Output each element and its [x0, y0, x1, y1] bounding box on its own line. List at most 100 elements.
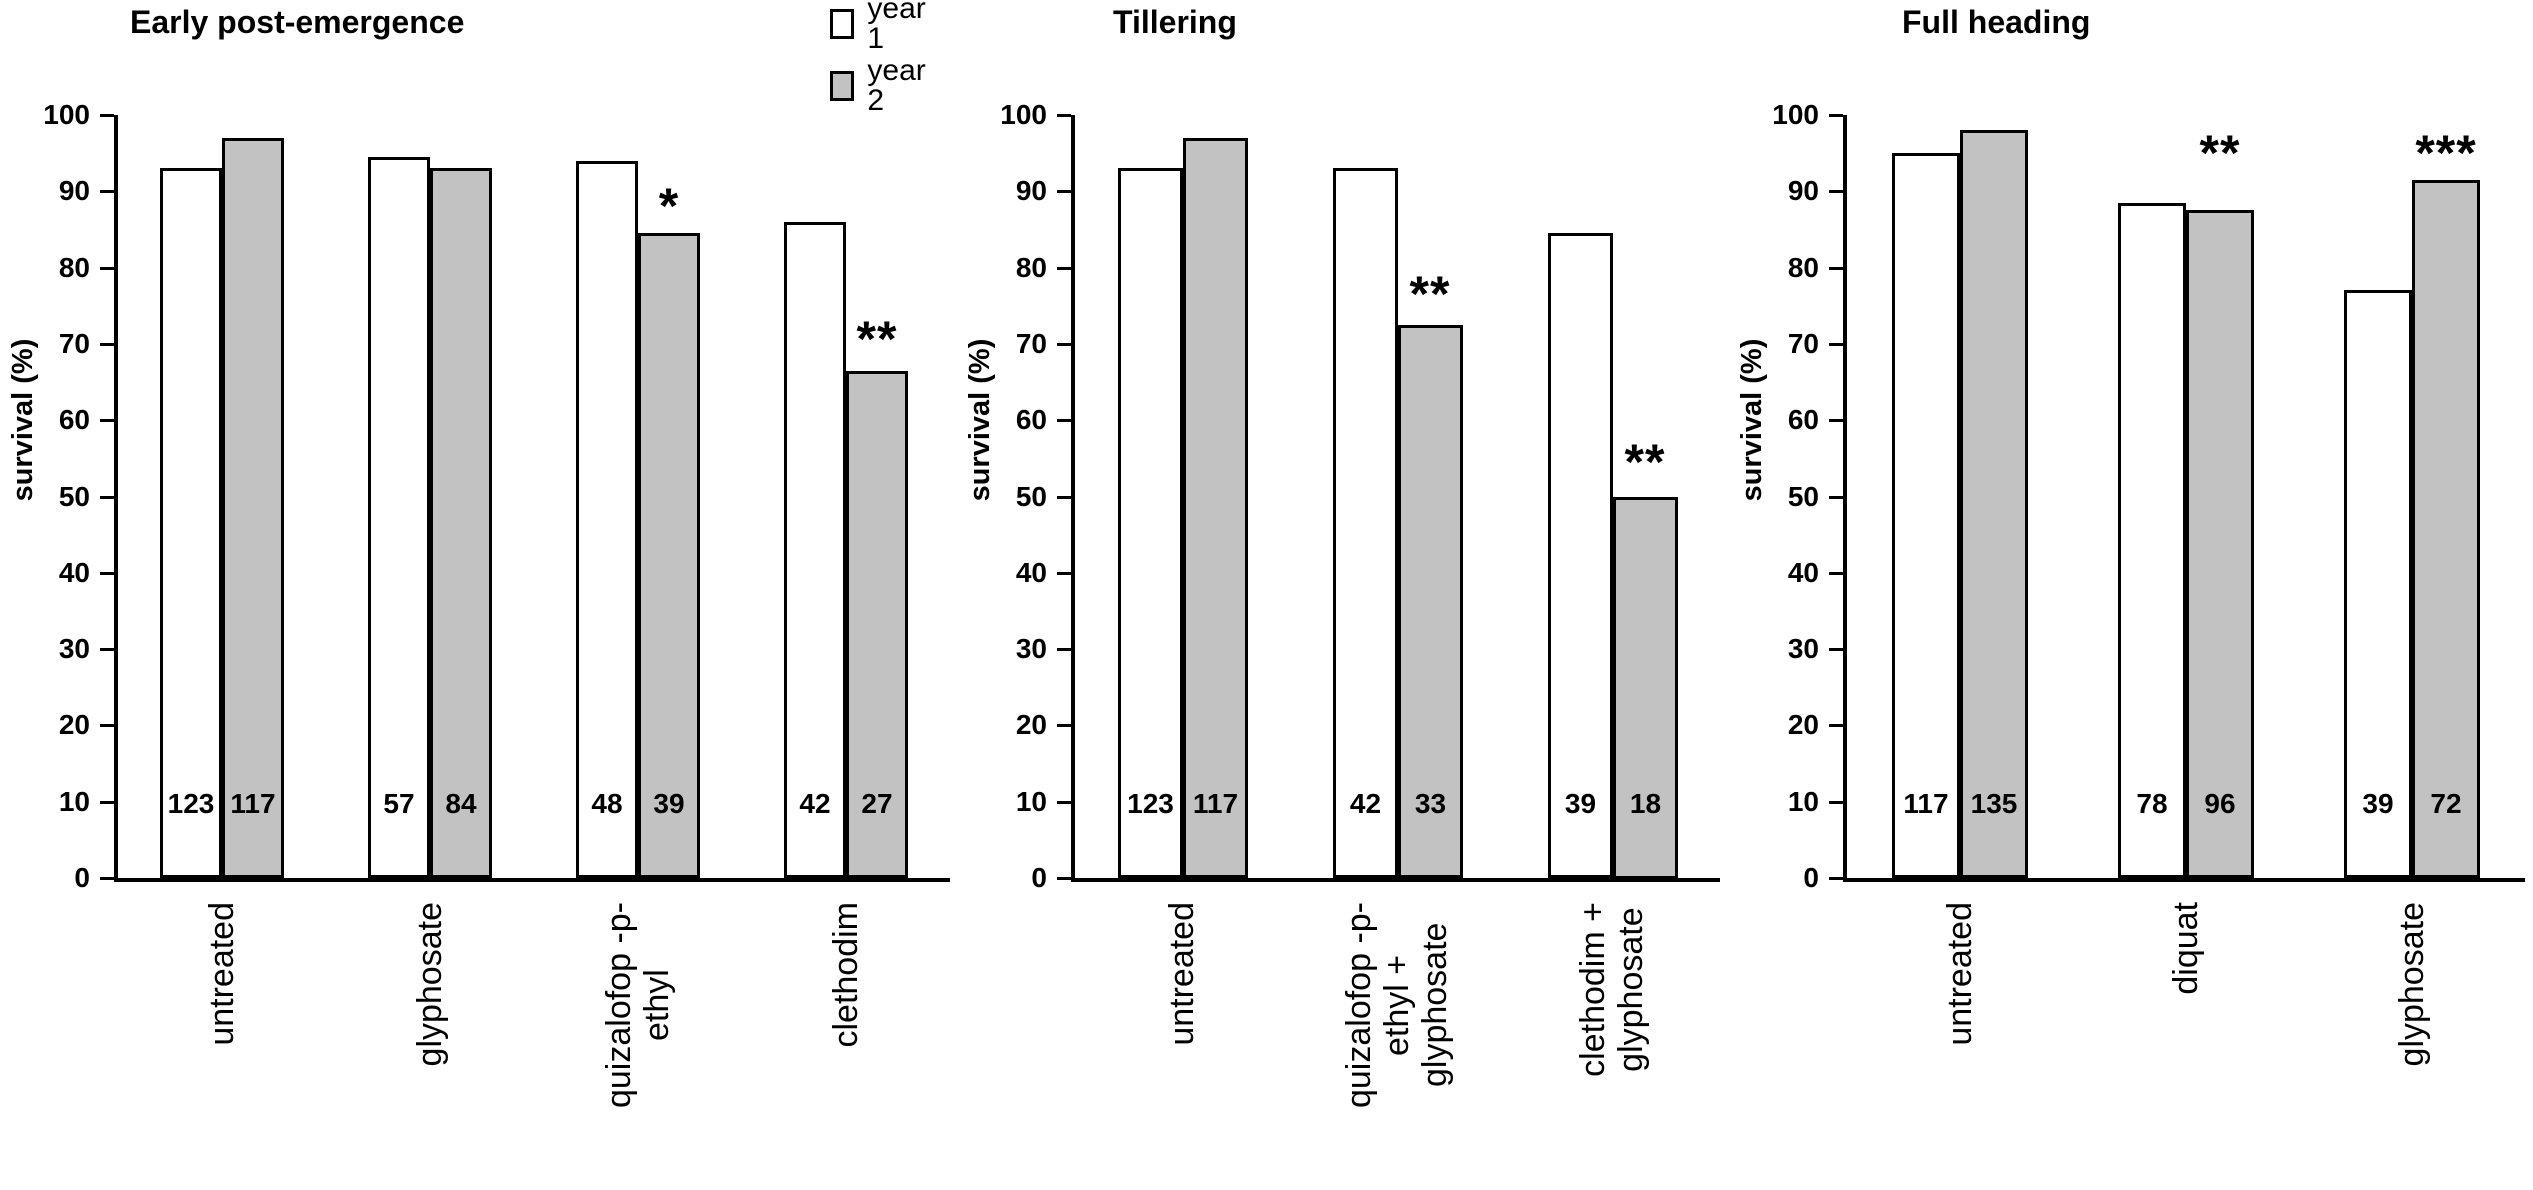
legend-item-year1: year 1 — [830, 0, 931, 54]
sample-size-label: 117 — [1192, 788, 1239, 819]
category-label: quizalofop -p- ethyl + glyphosate — [1340, 902, 1455, 1109]
y-tick-mark — [100, 343, 114, 346]
y-tick-label: 50 — [1787, 481, 1819, 512]
y-tick-label: 40 — [58, 557, 90, 588]
y-tick-label: 0 — [1031, 862, 1047, 893]
category-label: clethodim — [826, 902, 865, 1048]
legend-swatch-2 — [830, 71, 855, 101]
y-axis-line — [114, 115, 118, 882]
y-tick-label: 40 — [1787, 557, 1819, 588]
bar-year1-group2 — [368, 157, 430, 878]
sample-size-label: 33 — [1414, 788, 1447, 819]
y-tick-mark — [1829, 419, 1843, 422]
category-label: untreated — [202, 902, 241, 1046]
bar-year1-group1 — [1892, 153, 1960, 878]
y-tick-mark — [1829, 724, 1843, 727]
y-tick-label: 70 — [58, 328, 90, 359]
x-axis-line — [1843, 878, 2525, 882]
y-tick-label: 60 — [58, 404, 90, 435]
chart-title: Tillering — [1113, 4, 1237, 40]
legend-item-year2: year 2 — [830, 56, 931, 116]
y-tick-mark — [1057, 572, 1071, 575]
bar-year1-group3 — [576, 161, 638, 878]
y-tick-mark — [100, 114, 114, 117]
x-axis-line — [1071, 878, 1720, 882]
bar-year1-group4 — [784, 222, 846, 878]
y-tick-mark — [1057, 724, 1071, 727]
sample-size-label: 39 — [2362, 788, 2394, 819]
y-tick-label: 20 — [1015, 709, 1047, 740]
sample-size-label: 123 — [1127, 788, 1174, 819]
y-tick-label: 100 — [1772, 99, 1819, 130]
y-tick-label: 30 — [1015, 633, 1047, 664]
category-label: glyphosate — [2392, 902, 2431, 1067]
y-tick-mark — [1057, 343, 1071, 346]
y-tick-mark — [100, 267, 114, 270]
y-tick-label: 30 — [1787, 633, 1819, 664]
category-label-wrap: glyphosate — [326, 902, 534, 1190]
bar-year1-group3 — [2344, 290, 2412, 878]
y-tick-mark — [100, 496, 114, 499]
category-label-wrap: glyphosate — [2299, 902, 2525, 1190]
y-tick-label: 90 — [1787, 175, 1819, 206]
sample-size-label: 57 — [383, 788, 415, 819]
sample-size-label: 18 — [1629, 788, 1662, 819]
y-tick-mark — [1829, 114, 1843, 117]
bar-year2-group2 — [2186, 210, 2254, 878]
y-tick-label: 20 — [1787, 709, 1819, 740]
y-tick-label: 40 — [1015, 557, 1047, 588]
y-tick-mark — [1057, 114, 1071, 117]
bar-year2-group4 — [846, 371, 908, 878]
bar-year1-group3 — [1548, 233, 1613, 878]
y-tick-mark — [1057, 648, 1071, 651]
bar-year2-group2 — [1398, 325, 1463, 878]
y-tick-mark — [100, 648, 114, 651]
y-tick-label: 30 — [58, 633, 90, 664]
y-tick-label: 100 — [43, 99, 90, 130]
sample-size-label: 42 — [799, 788, 831, 819]
category-label: glyphosate — [410, 902, 449, 1067]
y-tick-label: 100 — [1000, 99, 1047, 130]
significance-marker: ** — [2199, 125, 2241, 181]
y-tick-mark — [100, 190, 114, 193]
y-tick-mark — [1829, 877, 1843, 880]
y-tick-mark — [1829, 343, 1843, 346]
category-label-wrap: untreated — [1847, 902, 2073, 1190]
y-tick-label: 10 — [58, 786, 90, 817]
y-tick-mark — [100, 419, 114, 422]
y-tick-mark — [100, 572, 114, 575]
category-label-wrap: clethodim + glyphosate — [1505, 902, 1720, 1190]
category-label: quizalofop -p- ethyl — [599, 902, 676, 1109]
y-tick-label: 50 — [58, 481, 90, 512]
y-axis-line — [1071, 115, 1075, 882]
bar-year2-group2 — [430, 168, 492, 878]
y-tick-mark — [1057, 801, 1071, 804]
y-tick-mark — [1829, 190, 1843, 193]
y-tick-mark — [100, 877, 114, 880]
bar-year2-group3 — [2412, 180, 2480, 878]
y-tick-mark — [1829, 801, 1843, 804]
category-label: clethodim + glyphosate — [1574, 902, 1651, 1077]
y-tick-mark — [1057, 877, 1071, 880]
bar-year2-group1 — [1960, 130, 2028, 878]
legend-label: year 2 — [867, 54, 926, 117]
category-label-wrap: diquat — [2073, 902, 2299, 1190]
sample-size-label: 123 — [167, 788, 215, 819]
y-tick-label: 90 — [1015, 175, 1047, 206]
y-tick-label: 60 — [1015, 404, 1047, 435]
category-label: untreated — [1940, 902, 1979, 1046]
y-tick-mark — [1057, 267, 1071, 270]
x-axis-line — [114, 878, 950, 882]
y-tick-mark — [100, 724, 114, 727]
sample-size-label: 78 — [2136, 788, 2168, 819]
sample-size-label: 39 — [653, 788, 685, 819]
sample-size-label: 135 — [1970, 788, 2018, 819]
y-tick-mark — [1829, 496, 1843, 499]
bar-year1-group2 — [1333, 168, 1398, 878]
bar-year1-group1 — [1118, 168, 1183, 878]
sample-size-label: 96 — [2204, 788, 2236, 819]
y-tick-label: 60 — [1787, 404, 1819, 435]
y-tick-mark — [1829, 267, 1843, 270]
category-label: untreated — [1163, 902, 1202, 1046]
bar-year2-group3 — [638, 233, 700, 878]
